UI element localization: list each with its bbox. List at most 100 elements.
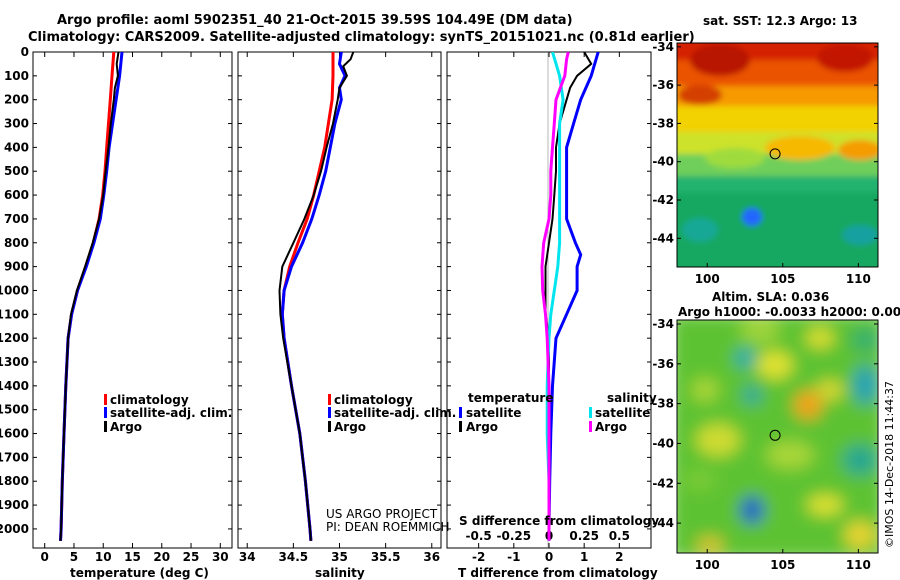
- argo-location-marker: [769, 429, 781, 441]
- x-top-tick-label: -0.25: [497, 529, 532, 543]
- legend-label-s-satellite: satellite: [595, 406, 650, 420]
- salinity-argo-line: [278, 52, 355, 541]
- map-x-tick-label: 110: [846, 272, 871, 286]
- depth-tick-label: 400: [4, 140, 29, 154]
- x-tick-label: 0: [41, 550, 49, 564]
- depth-tick-label: 1400: [0, 379, 29, 393]
- legend-swatch-climatology: [328, 394, 331, 405]
- depth-tick-label: 1200: [0, 331, 29, 345]
- sla-map-title: Altim. SLA: 0.036: [712, 290, 829, 304]
- difference-legend: temperature satellite Argo salinity sate…: [459, 391, 657, 434]
- salinity-panel-frame: [237, 51, 442, 549]
- argo-location-marker: [769, 148, 781, 160]
- depth-tick-label: 1000: [0, 283, 29, 297]
- x-tick-label: 25: [183, 550, 200, 564]
- header-line2: Climatology: CARS2009. Satellite-adjuste…: [28, 30, 695, 45]
- map-y-tick-label: -34: [652, 40, 674, 54]
- x-tick-label: 36: [423, 550, 440, 564]
- sla-map-subtitle: Argo h1000: -0.0033 h2000: 0.004: [678, 305, 900, 319]
- map-x-tick-label: 105: [770, 272, 795, 286]
- x-tick-label: 35.5: [371, 550, 401, 564]
- depth-tick-label: 1800: [0, 474, 29, 488]
- x-tick-label: 15: [124, 550, 141, 564]
- x-tick-label: 5: [70, 550, 78, 564]
- x-tick-label: 2: [615, 550, 623, 564]
- salinity-satellite-line: [280, 52, 347, 541]
- temperature-argo-line: [59, 52, 120, 541]
- temperature-climatology-line: [59, 52, 116, 541]
- depth-tick-label: 900: [4, 260, 29, 274]
- depth-tick-label: 100: [4, 69, 29, 83]
- temperature-legend: climatology satellite-adj. clim. Argo: [104, 393, 232, 434]
- x-tick-label: 0: [545, 550, 553, 564]
- depth-tick-label: 700: [4, 212, 29, 226]
- map-y-tick-label: -44: [652, 231, 674, 245]
- depth-tick-label: 0: [21, 45, 29, 59]
- x-tick-label: 34.5: [279, 550, 309, 564]
- x-tick-label: -1: [507, 550, 520, 564]
- depth-tick-label: 600: [4, 188, 29, 202]
- x-tick-label: 34: [239, 550, 256, 564]
- legend-swatch-t-satellite: [459, 407, 462, 418]
- x-tick-label: 30: [212, 550, 229, 564]
- legend-swatch-argo: [328, 421, 331, 432]
- salinity-axis: 34 34.5 35 35.5 36: [238, 51, 441, 564]
- legend-label-s-argo: Argo: [595, 420, 627, 434]
- depth-tick-label: 300: [4, 117, 29, 131]
- depth-axis: 0 100 200 300 400 500 600 700 800 900 1000 1100 1200…: [0, 45, 29, 536]
- sst-map-axes: 100 105 110 -34 -36 -38 -40 -42 -44: [652, 40, 878, 286]
- salinity-xlabel: salinity: [315, 566, 365, 580]
- legend-swatch-satellite: [104, 407, 107, 418]
- depth-tick-label: 2000: [0, 522, 29, 536]
- depth-tick-label: 1700: [0, 450, 29, 464]
- project-label: US ARGO PROJECT: [326, 507, 438, 521]
- depth-tick-label: 200: [4, 93, 29, 107]
- temperature-axis: 0 5 10 15 20 25 30: [33, 51, 232, 564]
- difference-xlabel: T difference from climatology: [458, 566, 658, 580]
- map-x-tick-label: 105: [770, 558, 795, 572]
- depth-tick-label: 800: [4, 236, 29, 250]
- sst-map-title: sat. SST: 12.3 Argo: 13: [703, 14, 857, 28]
- map-x-tick-label: 110: [846, 558, 871, 572]
- legend-label-argo: Argo: [110, 420, 142, 434]
- map-y-tick-label: -40: [652, 155, 674, 169]
- map-y-tick-label: -38: [652, 397, 674, 411]
- legend-title-salinity: salinity: [607, 391, 657, 405]
- temperature-satellite-diff-line: [547, 52, 600, 541]
- s-difference-label: S difference from climatology: [459, 514, 659, 528]
- x-top-tick-label: 0.25: [569, 529, 599, 543]
- map-y-tick-label: -42: [652, 476, 674, 490]
- header-line1: Argo profile: aoml 5902351_40 21-Oct-201…: [57, 13, 573, 28]
- legend-swatch-t-argo: [459, 421, 462, 432]
- legend-label-t-satellite: satellite: [466, 406, 521, 420]
- map-y-tick-label: -42: [652, 193, 674, 207]
- legend-swatch-satellite: [328, 407, 331, 418]
- map-y-tick-label: -34: [652, 317, 674, 331]
- depth-tick-label: 1300: [0, 355, 29, 369]
- x-tick-label: 35: [331, 550, 348, 564]
- salinity-legend: climatology satellite-adj. clim. Argo: [328, 393, 456, 434]
- map-x-tick-label: 100: [695, 272, 720, 286]
- map-y-tick-label: -36: [652, 78, 674, 92]
- depth-tick-label: 500: [4, 164, 29, 178]
- legend-label-argo: Argo: [334, 420, 366, 434]
- imos-watermark: ©IMOS 14-Dec-2018 11:44:37: [883, 381, 896, 548]
- sst-heatmap: [677, 43, 878, 267]
- x-top-tick-label: 0.5: [609, 529, 630, 543]
- legend-label-satellite: satellite-adj. clim.: [110, 406, 232, 420]
- map-y-tick-label: -44: [652, 516, 674, 530]
- legend-swatch-s-argo: [589, 421, 592, 432]
- map-y-tick-label: -40: [652, 436, 674, 450]
- depth-tick-label: 1500: [0, 403, 29, 417]
- map-y-tick-label: -36: [652, 357, 674, 371]
- legend-label-satellite: satellite-adj. clim.: [334, 406, 456, 420]
- salinity-argo-diff-line: [540, 52, 570, 541]
- legend-label-t-argo: Argo: [466, 420, 498, 434]
- map-y-tick-label: -38: [652, 116, 674, 130]
- legend-label-climatology: climatology: [334, 393, 413, 407]
- sla-map-frame: [676, 319, 879, 554]
- temperature-satellite-line: [59, 52, 124, 541]
- depth-tick-label: 1600: [0, 427, 29, 441]
- map-x-tick-label: 100: [695, 558, 720, 572]
